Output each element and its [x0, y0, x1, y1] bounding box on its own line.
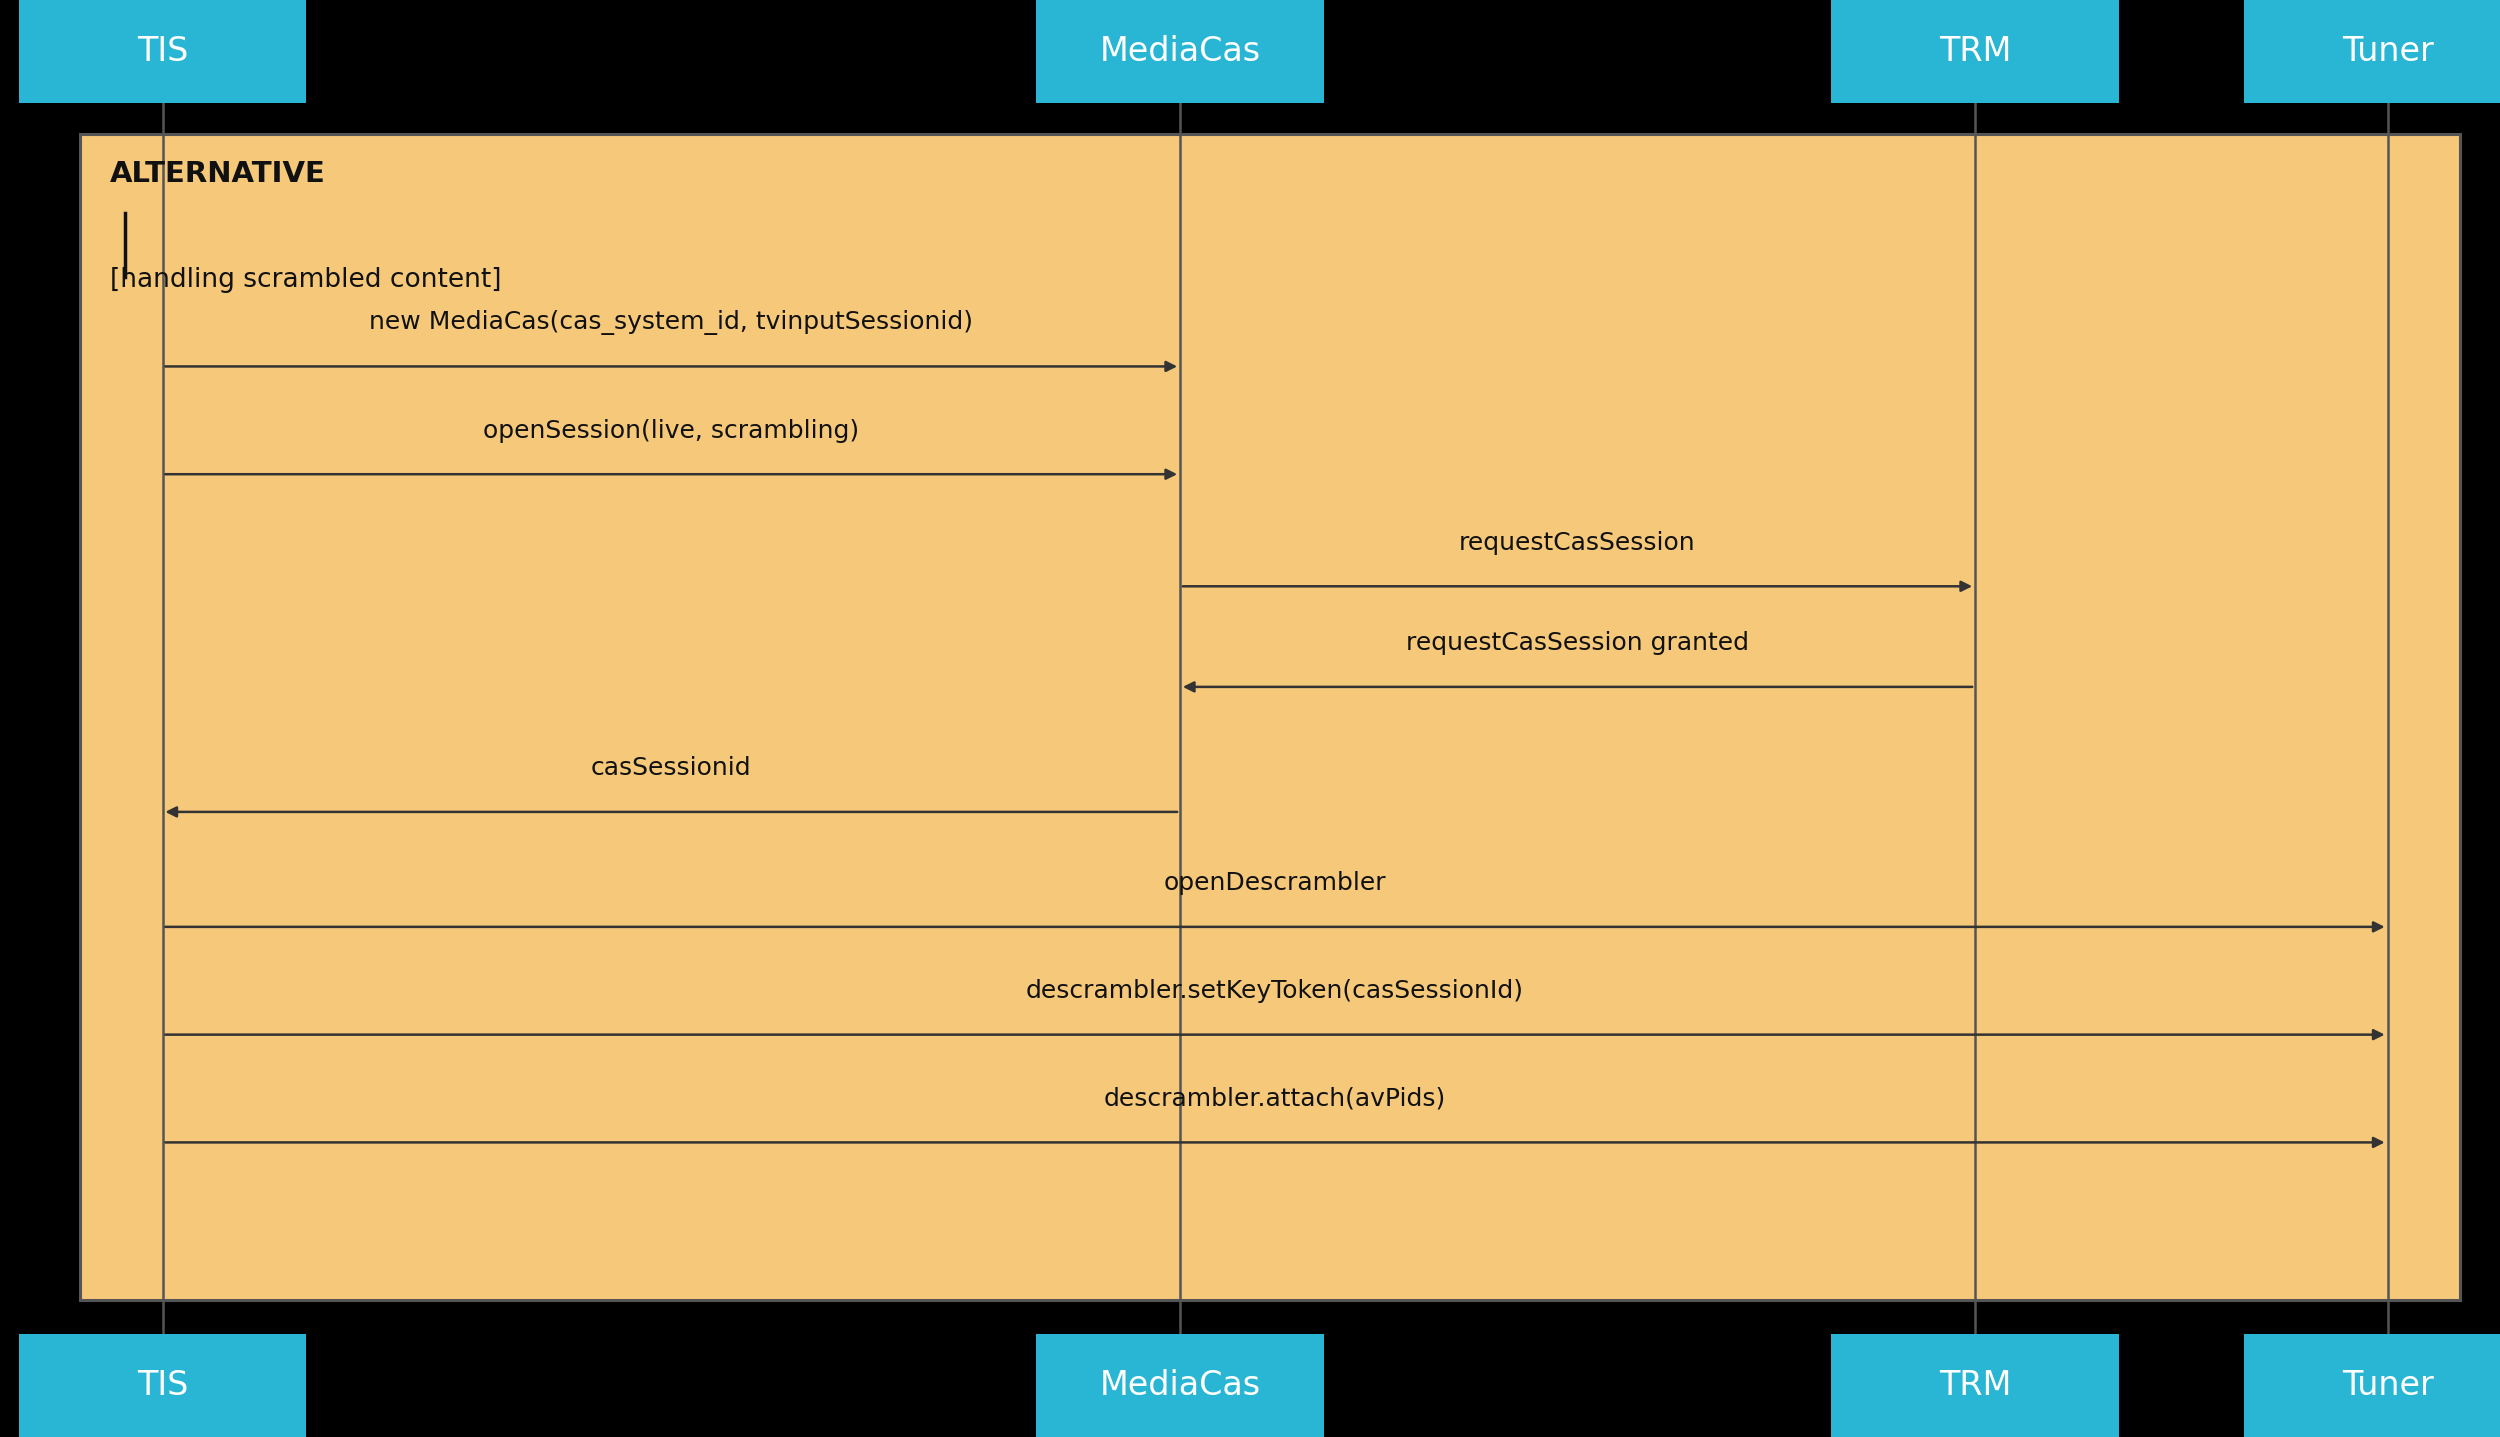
FancyBboxPatch shape: [20, 0, 308, 103]
FancyBboxPatch shape: [20, 1334, 308, 1437]
Text: casSessionid: casSessionid: [590, 756, 752, 780]
FancyBboxPatch shape: [1038, 1334, 1325, 1437]
Text: requestCasSession granted: requestCasSession granted: [1405, 631, 1750, 655]
Text: TRM: TRM: [1940, 36, 2010, 68]
Text: TIS: TIS: [138, 36, 188, 68]
FancyBboxPatch shape: [1038, 0, 1325, 103]
Text: Tuner: Tuner: [2342, 36, 2432, 68]
FancyBboxPatch shape: [80, 134, 2460, 1300]
Text: [handling scrambled content]: [handling scrambled content]: [110, 267, 503, 293]
FancyBboxPatch shape: [1830, 0, 2120, 103]
Text: MediaCas: MediaCas: [1100, 1369, 1260, 1401]
Text: ALTERNATIVE: ALTERNATIVE: [110, 160, 325, 187]
Text: descrambler.setKeyToken(casSessionId): descrambler.setKeyToken(casSessionId): [1025, 979, 1525, 1003]
Text: MediaCas: MediaCas: [1100, 36, 1260, 68]
Text: openSession(live, scrambling): openSession(live, scrambling): [482, 418, 860, 443]
Text: openDescrambler: openDescrambler: [1162, 871, 1388, 895]
FancyBboxPatch shape: [1830, 1334, 2120, 1437]
Text: TIS: TIS: [138, 1369, 188, 1401]
Text: new MediaCas(cas_system_id, tvinputSessionid): new MediaCas(cas_system_id, tvinputSessi…: [370, 310, 972, 335]
Text: descrambler.attach(avPids): descrambler.attach(avPids): [1105, 1086, 1445, 1111]
FancyBboxPatch shape: [2245, 0, 2500, 103]
Text: requestCasSession: requestCasSession: [1460, 530, 1695, 555]
Text: TRM: TRM: [1940, 1369, 2010, 1401]
FancyBboxPatch shape: [2245, 1334, 2500, 1437]
Text: Tuner: Tuner: [2342, 1369, 2432, 1401]
